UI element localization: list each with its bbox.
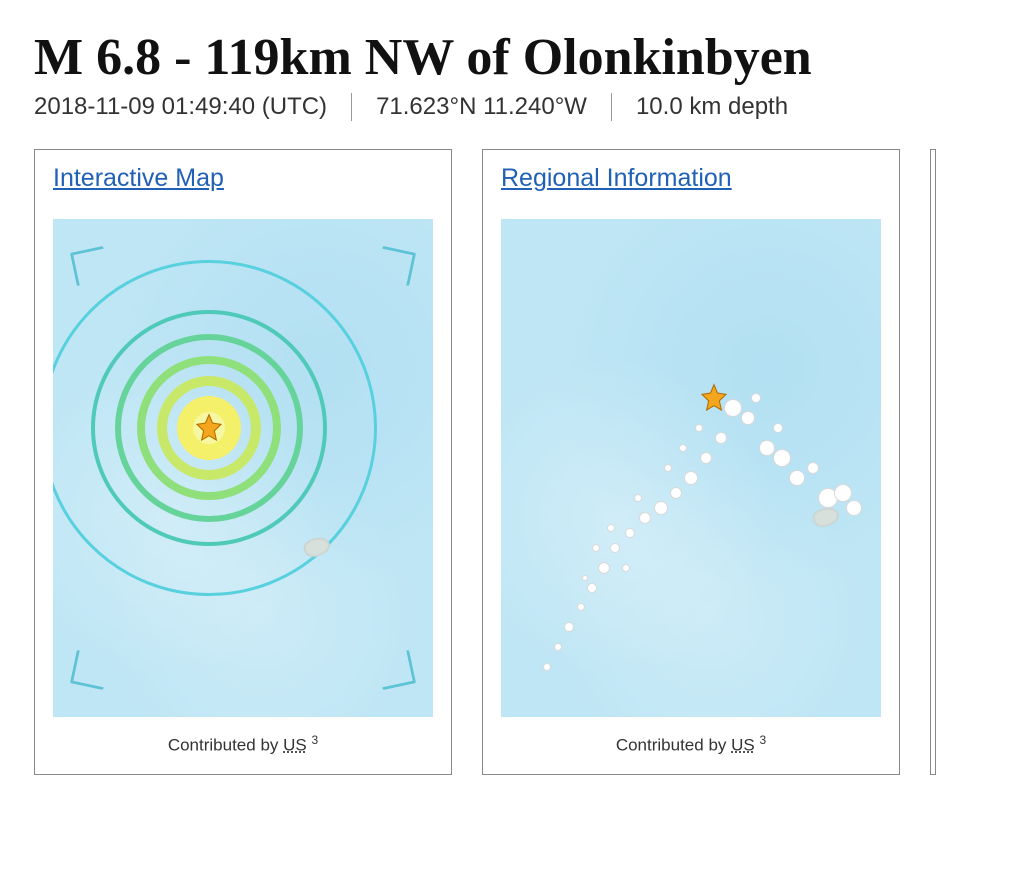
seismicity-dot xyxy=(607,524,615,532)
meta-time: 2018-11-09 01:49:40 (UTC) xyxy=(34,93,351,121)
seismicity-dot xyxy=(684,471,698,485)
seismicity-dot xyxy=(610,543,620,553)
attribution-prefix: Contributed by xyxy=(168,736,283,755)
seismicity-dot xyxy=(670,487,682,499)
seismicity-dot xyxy=(715,432,727,444)
seismicity-dot xyxy=(751,393,761,403)
seismicity-dot xyxy=(587,583,597,593)
meta-coords: 71.623°N 11.240°W xyxy=(351,93,611,121)
seismicity-dot xyxy=(654,501,668,515)
seismicity-dot xyxy=(695,424,703,432)
epicenter-star-icon xyxy=(193,412,225,444)
attribution-sup: 3 xyxy=(311,733,318,747)
seismicity-dot xyxy=(664,464,672,472)
seismicity-dot xyxy=(625,528,635,538)
map-corner-tick xyxy=(70,650,110,690)
attribution: Contributed by US 3 xyxy=(35,717,451,774)
attribution-prefix: Contributed by xyxy=(616,736,731,755)
seismicity-dot xyxy=(564,622,574,632)
seismicity-dot xyxy=(679,444,687,452)
seismicity-dot xyxy=(834,484,852,502)
attribution-source: US xyxy=(283,736,307,755)
epicenter-star-icon xyxy=(698,382,730,414)
regional-info-link[interactable]: Regional Information xyxy=(501,164,732,192)
card-regional-info[interactable]: Regional Information Contributed by US 3 xyxy=(482,149,900,775)
seismicity-dot xyxy=(700,452,712,464)
attribution: Contributed by US 3 xyxy=(483,717,899,774)
seismicity-dot xyxy=(598,562,610,574)
seismicity-dot xyxy=(577,603,585,611)
attribution-source: US xyxy=(731,736,755,755)
card-next-partial xyxy=(930,149,936,775)
seismicity-dot xyxy=(789,470,805,486)
event-page: M 6.8 - 119km NW of Olonkinbyen 2018-11-… xyxy=(0,0,1024,775)
interactive-map-link[interactable]: Interactive Map xyxy=(53,164,224,192)
seismicity-dot xyxy=(554,643,562,651)
seismicity-dot xyxy=(543,663,551,671)
seismicity-dot xyxy=(741,411,755,425)
map-corner-tick xyxy=(376,246,416,286)
seismicity-dot xyxy=(639,512,651,524)
seismicity-dot xyxy=(846,500,862,516)
card-row: Interactive Map Contributed by US 3 Regi… xyxy=(34,149,990,775)
card-title: Regional Information xyxy=(483,150,899,201)
meta-row: 2018-11-09 01:49:40 (UTC) 71.623°N 11.24… xyxy=(34,93,990,121)
seismicity-dot xyxy=(773,423,783,433)
page-title: M 6.8 - 119km NW of Olonkinbyen xyxy=(34,28,990,87)
seismicity-dot xyxy=(634,494,642,502)
seismicity-dot xyxy=(582,575,588,581)
card-interactive-map[interactable]: Interactive Map Contributed by US 3 xyxy=(34,149,452,775)
seismicity-dot xyxy=(622,564,630,572)
interactive-map-thumb[interactable] xyxy=(53,219,433,717)
card-title: Interactive Map xyxy=(35,150,451,201)
attribution-sup: 3 xyxy=(759,733,766,747)
seismicity-dot xyxy=(759,440,775,456)
meta-depth: 10.0 km depth xyxy=(611,93,812,121)
seismicity-dot xyxy=(773,449,791,467)
map-corner-tick xyxy=(376,650,416,690)
seismicity-dot xyxy=(592,544,600,552)
map-corner-tick xyxy=(70,246,110,286)
seismicity-dot xyxy=(807,462,819,474)
regional-map-thumb[interactable] xyxy=(501,219,881,717)
